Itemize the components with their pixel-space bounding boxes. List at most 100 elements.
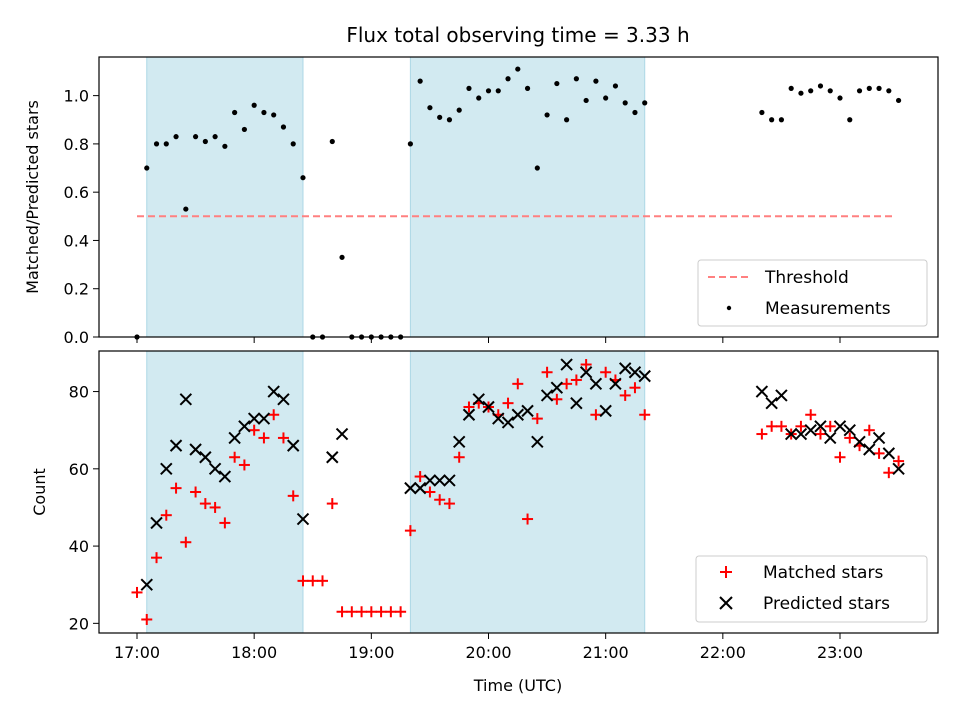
predicted-star-point [609,377,622,391]
y-tick-label: 1.0 [64,87,89,106]
matched-star-point [277,432,289,444]
measurement-point [271,112,277,118]
matched-star-point [424,486,436,498]
predicted-star-point [784,427,798,441]
measurement-point [544,112,550,118]
matched-star-point [365,606,377,618]
predicted-star-point [540,389,554,402]
matched-star-point [151,552,163,564]
predicted-star-point [238,420,251,433]
measurement-point [856,88,863,94]
matched-star-point [170,482,182,494]
measurement-point [456,107,462,113]
matched-star-point [580,359,592,371]
matched-star-point [619,389,631,401]
predicted-star-point [501,416,515,429]
predicted-star-point [413,481,427,495]
predicted-star-point [589,377,603,391]
predicted-star-point [511,408,524,421]
measurement-point [173,134,179,140]
matched-star-point [834,451,846,463]
predicted-star-point [892,462,905,476]
predicted-star-point [277,393,290,406]
measurement-point [241,126,248,133]
measurement-point [612,83,619,89]
matched-star-point [502,397,514,409]
legend-measurements-label: Measurements [765,299,891,319]
x-axis-ticks-bottom: 17:00 18:00 19:00 20:00 21:00 22:00 23:00 [114,633,863,662]
measurement-point [847,117,853,123]
predicted-star-point [755,385,769,398]
matched-star-point [531,413,543,425]
measurement-point [144,165,150,171]
matched-star-point [766,420,778,432]
predicted-star-point [189,443,202,456]
predicted-star-point [218,470,232,483]
y-tick-label: 40 [69,537,89,556]
series-predicted-stars [140,358,905,591]
matched-star-point [463,401,475,413]
measurement-point [212,134,218,140]
matched-star-point [346,606,358,618]
count-marks [131,358,905,625]
matched-star-point [443,498,455,510]
matched-star-point [805,409,817,421]
matched-star-point [414,471,426,483]
x-tick-label: 19:00 [348,643,394,662]
predicted-star-point [492,412,505,425]
measurement-point [886,88,892,94]
matched-star-point [326,498,338,510]
matched-star-point [385,606,397,618]
predicted-star-point [833,420,847,433]
legend-bottom: Matched stars Predicted stars [695,555,928,623]
measurement-point [808,88,814,94]
measurement-point [261,109,267,116]
predicted-star-point [560,358,573,371]
matched-star-point [395,606,407,618]
legend-matched-swatch [720,566,732,578]
matched-star-point [551,393,563,405]
matched-star-point [199,498,211,510]
matched-star-point [795,420,807,432]
x-tick-label: 18:00 [231,643,277,662]
observing-window-2 [409,56,646,338]
measurement-point [817,83,824,89]
predicted-star-point [599,404,612,418]
measurement-point [778,117,785,123]
matched-star-point [160,509,172,521]
measurement-point [280,124,287,130]
predicted-star-point [296,512,310,526]
predicted-star-point [326,451,339,464]
measurement-point [251,102,257,108]
measurement-point [300,175,306,181]
predicted-star-point [287,439,300,452]
predicted-star-point [814,420,827,433]
predicted-star-point [531,435,544,448]
matched-star-point [317,575,329,587]
predicted-star-point [618,362,632,375]
y-tick-label: 0.6 [64,183,89,202]
measurement-point [593,78,599,84]
legend-box-bottom [695,555,928,623]
observing-windows [146,56,646,338]
matched-star-point [600,366,612,378]
predicted-star-point [628,366,642,379]
matched-star-point [287,490,299,502]
matched-star-point [512,378,524,390]
measurement-point [437,114,443,120]
legend-matched-label: Matched stars [763,563,883,583]
predicted-star-point [579,366,593,379]
matched-star-point [229,451,241,463]
matched-star-point [258,432,270,444]
matched-star-point [248,424,260,436]
predicted-star-point [335,427,349,441]
chart-title: Flux total observing time = 3.33 h [346,23,689,47]
predicted-star-point [228,431,241,445]
predicted-star-point [423,474,437,487]
measurement-point [476,95,482,101]
x-axis-ticks-top [136,337,841,343]
predicted-star-point [160,462,173,476]
matched-star-point [775,420,787,432]
predicted-star-point [257,412,271,425]
x-tick-label: 21:00 [583,643,629,662]
